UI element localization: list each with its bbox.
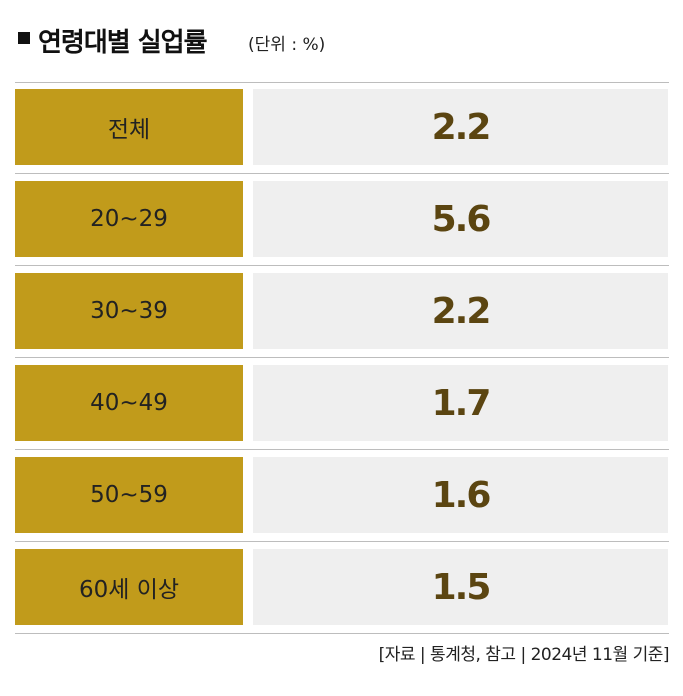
row-value: 2.2 bbox=[253, 273, 668, 349]
title-marker bbox=[18, 32, 30, 44]
row-value: 1.5 bbox=[253, 549, 668, 625]
row-value: 1.6 bbox=[253, 457, 668, 533]
row-value: 5.6 bbox=[253, 181, 668, 257]
row-label: 20~29 bbox=[15, 181, 243, 257]
row-rule bbox=[15, 265, 669, 266]
row-rule bbox=[15, 357, 669, 358]
row-rule bbox=[15, 541, 669, 542]
row-label: 60세 이상 bbox=[15, 549, 243, 625]
top-rule bbox=[15, 82, 669, 83]
unit-note: (단위 : %) bbox=[248, 35, 326, 55]
title: 연령대별 실업률 bbox=[38, 28, 207, 58]
row-rule bbox=[15, 173, 669, 174]
source-note: [자료 | 통계청, 참고 | 2024년 11월 기준] bbox=[378, 645, 670, 665]
row-rule bbox=[15, 449, 669, 450]
row-label: 전체 bbox=[15, 89, 243, 165]
row-label: 30~39 bbox=[15, 273, 243, 349]
row-label: 50~59 bbox=[15, 457, 243, 533]
row-value: 1.7 bbox=[253, 365, 668, 441]
row-value: 2.2 bbox=[253, 89, 668, 165]
row-rule bbox=[15, 633, 669, 634]
row-label: 40~49 bbox=[15, 365, 243, 441]
